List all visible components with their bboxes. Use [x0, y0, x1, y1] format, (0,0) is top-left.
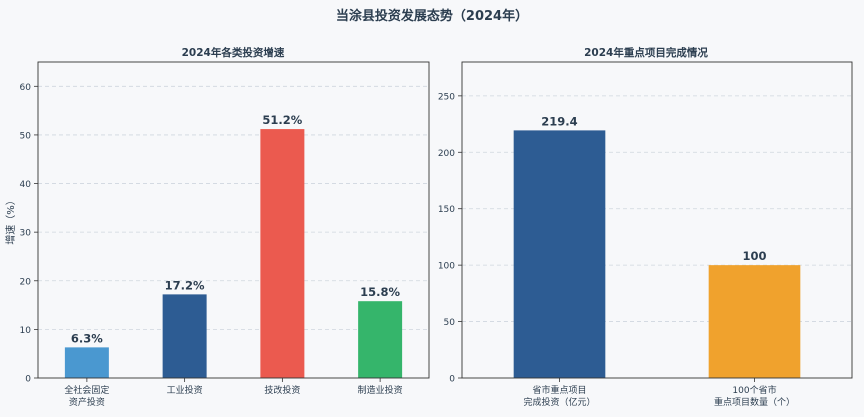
- right-category-label: 省市重点项目完成投资（亿元）: [523, 384, 595, 408]
- left-chart-title: 2024年各类投资增速: [182, 46, 285, 59]
- left-y-tick-label: 0: [25, 375, 31, 385]
- left-y-tick-label: 40: [20, 180, 32, 190]
- right-y-tick-label: 150: [438, 205, 455, 215]
- left-y-tick-label: 50: [20, 131, 32, 141]
- left-value-label: 17.2%: [165, 278, 205, 292]
- left-category-label: 制造业投资: [358, 384, 403, 396]
- left-category-label: 技改投资: [264, 384, 300, 396]
- right-bars: 219.4 100: [513, 114, 801, 378]
- left-y-tick-label: 20: [20, 277, 32, 287]
- right-y-tick-label: 100: [438, 262, 455, 272]
- right-axes: 0 50 100 150 200 250 省市重点项目完成投资（亿元） 100个省市重点项目数…: [438, 61, 853, 408]
- right-y-tick-label: 0: [449, 375, 455, 385]
- left-value-label: 51.2%: [262, 113, 302, 127]
- left-bar: [64, 347, 109, 378]
- figure-title: 当涂县投资发展态势（2024年）: [336, 8, 528, 24]
- right-y-tick-label: 50: [444, 318, 456, 328]
- right-plot-frame: [461, 61, 853, 379]
- left-plot-frame: [37, 61, 430, 379]
- left-y-axis-label: 增速（%）: [4, 195, 17, 245]
- right-chart-title: 2024年重点项目完成情况: [584, 46, 708, 59]
- left-bar: [260, 129, 305, 378]
- right-y-tick-label: 250: [438, 92, 455, 102]
- left-y-tick-label: 10: [20, 326, 32, 336]
- left-y-tick-label: 60: [20, 83, 32, 93]
- right-value-label: 219.4: [541, 114, 577, 128]
- right-chart: 2024年重点项目完成情况 219.4 100 0 50 100 150 200 250 省市…: [438, 46, 853, 408]
- right-y-tick-label: 200: [438, 149, 455, 159]
- left-category-label: 工业投资: [167, 384, 203, 396]
- right-bar: [513, 130, 606, 378]
- left-y-tick-label: 30: [20, 229, 32, 239]
- left-chart: 2024年各类投资增速 增速（%） 6.3% 17.2% 51.2% 15.8% 0 1…: [4, 46, 430, 408]
- left-bar: [162, 294, 207, 378]
- left-category-label: 全社会固定资产投资: [64, 384, 109, 408]
- right-value-label: 100: [742, 249, 766, 263]
- left-bars: 6.3% 17.2% 51.2% 15.8%: [64, 113, 403, 378]
- left-axes: 0 10 20 30 40 50 60 全社会固定资产投资 工业投资 技改投资 制造业投资: [20, 61, 430, 408]
- left-value-label: 6.3%: [71, 331, 103, 345]
- left-bar: [358, 301, 403, 378]
- left-value-label: 15.8%: [360, 285, 400, 299]
- right-category-label: 100个省市重点项目数量（个）: [714, 384, 795, 408]
- right-bar: [708, 265, 801, 378]
